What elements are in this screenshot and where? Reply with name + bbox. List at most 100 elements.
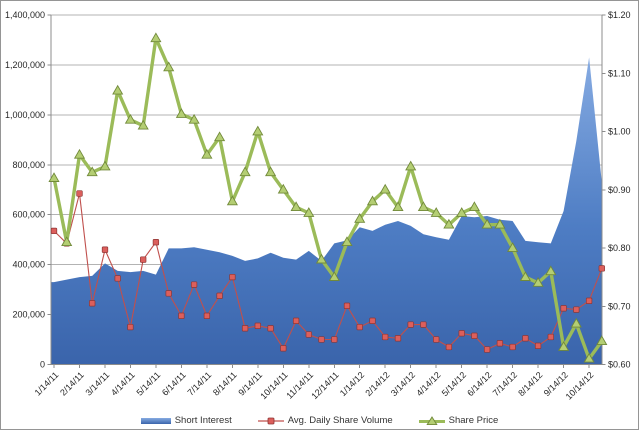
x-axis-tick-label: 4/14/12: [414, 370, 442, 398]
x-axis-tick-label: 4/14/11: [109, 370, 137, 398]
price-marker: [303, 207, 315, 217]
volume-marker: [598, 265, 605, 272]
price-marker: [379, 183, 391, 194]
volume-marker: [280, 345, 287, 352]
price-marker: [596, 335, 608, 346]
price-marker: [468, 201, 480, 212]
price-marker: [366, 195, 379, 206]
volume-marker: [305, 331, 312, 338]
volume-marker: [241, 325, 249, 332]
volume-marker: [458, 330, 465, 337]
price-marker: [214, 131, 226, 142]
legend-item-price: Share Price: [418, 415, 499, 426]
price-marker: [417, 201, 429, 212]
volume-marker: [445, 343, 453, 351]
volume-marker: [509, 343, 516, 351]
price-marker: [558, 341, 570, 351]
volume-marker: [292, 317, 300, 324]
volume-marker: [89, 300, 96, 307]
x-axis-tick-label: 2/14/11: [58, 370, 86, 398]
volume-marker: [534, 342, 542, 349]
price-marker: [519, 271, 531, 281]
price-marker: [354, 212, 366, 223]
price-marker: [124, 113, 136, 124]
x-axis-tick-label: 8/14/11: [211, 370, 239, 398]
volume-marker: [318, 336, 325, 343]
price-marker: [315, 253, 328, 264]
price-marker: [405, 160, 417, 171]
price-marker: [341, 236, 353, 247]
left-axis-tick-label: 0: [40, 360, 45, 370]
volume-marker: [407, 321, 414, 328]
volume-marker: [483, 346, 491, 353]
price-marker: [290, 201, 302, 212]
volume-marker: [229, 273, 236, 281]
right-axis-tick-label: $0.90: [608, 185, 631, 195]
legend-label: Avg. Daily Share Volume: [287, 415, 393, 426]
volume-marker: [343, 302, 351, 309]
x-axis-tick-label: 5/14/12: [440, 370, 468, 398]
price-marker: [328, 271, 340, 281]
volume-marker: [216, 292, 223, 299]
x-axis-tick-label: 1/14/11: [33, 370, 61, 398]
volume-marker: [76, 190, 83, 197]
price-marker: [265, 166, 277, 177]
price-marker: [61, 236, 73, 247]
x-axis-tick-label: 5/14/11: [134, 370, 162, 398]
chart-canvas: 0 200,000 400,000 600,000 800,000 1,000,000 1,…: [5, 10, 631, 402]
price-marker: [188, 113, 200, 124]
price-marker: [507, 242, 519, 252]
left-axis-tick-label: 600,000: [12, 210, 45, 220]
price-marker: [201, 148, 213, 159]
volume-marker: [522, 335, 529, 342]
price-marker: [175, 108, 187, 118]
right-axis-tick-label: $0.70: [608, 301, 631, 311]
volume-marker: [382, 333, 389, 341]
left-axis-tick-label: 1,000,000: [5, 110, 45, 120]
price-marker: [481, 218, 493, 229]
volume-marker: [165, 290, 172, 297]
right-axis-tick-label: $0.60: [608, 360, 631, 370]
price-marker: [570, 317, 582, 328]
x-axis-tick-label: 2/14/12: [363, 370, 391, 398]
right-axis-tick-label: $1.10: [608, 68, 631, 78]
price-marker: [239, 166, 251, 177]
volume-marker: [114, 275, 121, 282]
price-marker: [99, 160, 111, 171]
price-marker: [48, 172, 60, 182]
volume-marker: [573, 306, 580, 313]
volume-marker: [140, 256, 147, 263]
price-marker: [252, 125, 264, 136]
price-marker: [163, 61, 175, 72]
x-axis-tick-label: 6/14/12: [465, 370, 493, 398]
price-marker: [494, 218, 506, 229]
volume-marker: [267, 325, 274, 332]
volume-marker: [394, 335, 402, 342]
price-marker: [545, 265, 557, 276]
price-marker: [456, 207, 468, 217]
x-axis-tick-label: 1/14/12: [338, 370, 366, 398]
price-marker: [226, 195, 238, 206]
legend-label: Share Price: [448, 415, 499, 426]
x-axis-tick-label: 10/14/11: [258, 370, 289, 401]
price-marker: [532, 276, 544, 287]
x-axis-tick-label: 3/14/12: [389, 370, 417, 398]
volume-marker: [369, 317, 376, 324]
price-marker: [583, 352, 595, 363]
price-line: [52, 36, 604, 361]
x-axis-tick-label: 10/14/12: [564, 370, 596, 402]
volume-line-swatch-icon: [257, 417, 284, 424]
price-marker: [73, 148, 86, 159]
short-interest-area: [51, 57, 602, 365]
volume-marker: [127, 323, 134, 331]
right-axis-tick-label: $1.20: [608, 10, 631, 20]
price-marker: [392, 201, 404, 212]
legend-label: Short Interest: [174, 415, 232, 426]
volume-marker: [203, 312, 211, 319]
price-marker: [137, 119, 149, 130]
volume-marker: [585, 297, 593, 304]
price-line-swatch-icon: [418, 415, 445, 425]
volume-marker: [560, 305, 567, 312]
short-interest-area-swatch-icon: [140, 417, 171, 424]
